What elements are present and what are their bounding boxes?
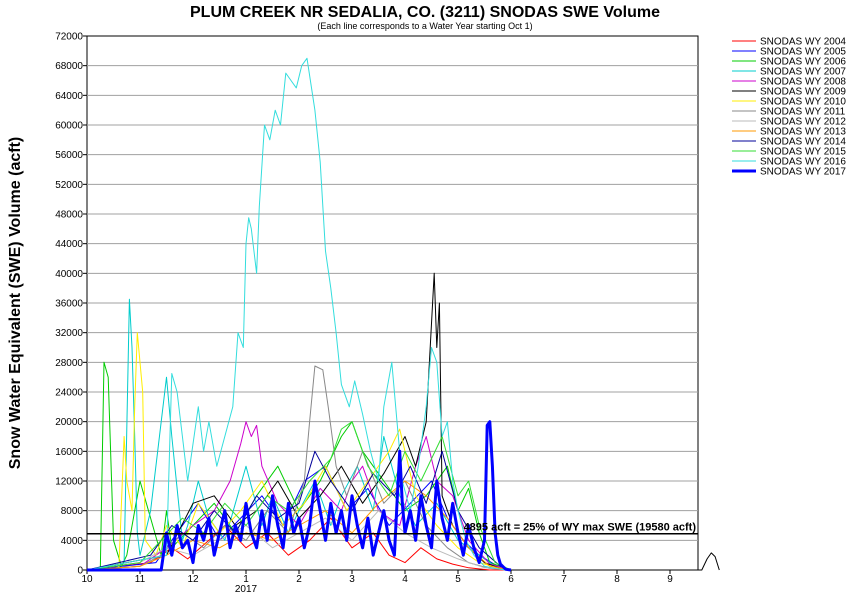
y-tick-label: 12000 [55,477,83,488]
y-axis-ticks: 0 4000 8000 12000 16000 20000 24000 28000 32000 3… [55,32,87,577]
series-line [87,420,512,572]
series-line [86,510,512,571]
y-tick-label: 24000 [55,388,83,399]
y-axis-label: Snow Water Equivalent (SWE) Volume (acft… [7,137,24,469]
legend-label: SNODAS WY 2010 [760,97,846,108]
y-tick-label: 48000 [55,210,83,221]
legend-label: SNODAS WY 2016 [760,157,846,168]
y-tick-label: 64000 [55,91,83,102]
legend-label: SNODAS WY 2004 [760,37,846,48]
legend-label: SNODAS WY 2014 [760,137,846,148]
y-tick-label: 16000 [55,447,83,458]
legend-label: SNODAS WY 2005 [760,47,846,58]
legend-label: SNODAS WY 2013 [760,127,846,138]
x-tick-label: 9 [667,574,673,585]
y-tick-label: 4000 [61,536,84,547]
x-tick-label: 6 [508,574,514,585]
x-tick-label: 7 [561,574,567,585]
y-tick-label: 20000 [55,417,83,428]
x-tick-label: 10 [81,574,93,585]
y-tick-label: 60000 [55,121,83,132]
y-tick-label: 32000 [55,328,83,339]
legend-label: SNODAS WY 2006 [760,57,846,68]
y-tick-label: 72000 [55,32,83,43]
x-tick-label: 3 [349,574,355,585]
gridlines [87,65,698,541]
series-lines [86,57,720,572]
x-tick-label: 2 [296,574,302,585]
reference-line-label: 4895 acft = 25% of WY max SWE (19580 acf… [464,522,697,534]
x-tick-label: 5 [455,574,461,585]
chart-title: PLUM CREEK NR SEDALIA, CO. (3211) SNODAS… [190,4,660,21]
legend-label: SNODAS WY 2015 [760,147,846,158]
y-tick-label: 44000 [55,239,83,250]
x-tick-label: 11 [135,574,146,585]
legend-label: SNODAS WY 2011 [760,107,846,118]
y-tick-label: 0 [77,566,83,577]
legend-label: SNODAS WY 2012 [760,117,846,128]
y-tick-label: 36000 [55,299,83,310]
year-label: 2017 [235,584,258,595]
x-tick-label: 8 [614,574,620,585]
y-tick-label: 52000 [55,180,83,191]
reference-line-group: 4895 acft = 25% of WY max SWE (19580 acf… [87,522,698,535]
legend-label: SNODAS WY 2017 [760,167,846,178]
legend-label: SNODAS WY 2009 [760,87,846,98]
legend-label: SNODAS WY 2007 [760,67,846,78]
x-tick-label: 12 [187,574,199,585]
x-tick-label: 4 [402,574,408,585]
y-tick-label: 40000 [55,269,83,280]
y-tick-label: 28000 [55,358,83,369]
y-tick-label: 8000 [61,506,84,517]
y-tick-label: 68000 [55,61,83,72]
legend-label: SNODAS WY 2008 [760,77,846,88]
chart-subtitle: (Each line corresponds to a Water Year s… [317,21,532,31]
x-tick-label: 1 [243,574,249,585]
series-line [86,57,506,571]
y-tick-label: 56000 [55,150,83,161]
series-line [86,365,512,571]
